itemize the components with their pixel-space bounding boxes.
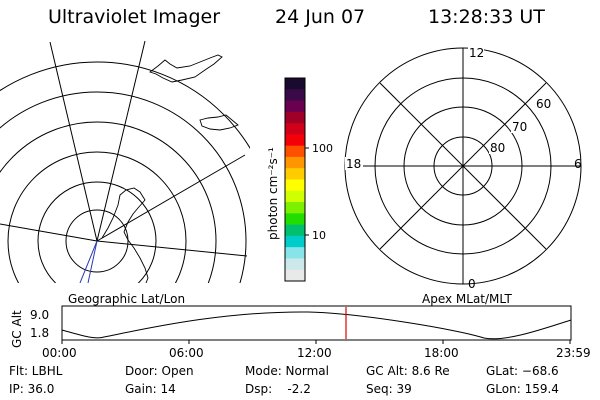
- color-bar-tick-label: 10: [312, 229, 326, 242]
- color-bar-segment: [285, 224, 305, 237]
- color-bar-segment: [285, 89, 305, 102]
- gc-alt-info: GC Alt: 8.6 Re: [366, 364, 450, 378]
- color-bar: [285, 78, 305, 282]
- geographic-map: [0, 40, 250, 283]
- lat-circle: [0, 61, 250, 150]
- lat-circle: [7, 151, 187, 283]
- lat-circle: [37, 181, 157, 283]
- time-label: 13:28:33 UT: [428, 6, 545, 28]
- left-map-label: Geographic Lat/Lon: [68, 292, 185, 306]
- color-bar-segment: [285, 235, 305, 248]
- coastline: [149, 54, 223, 83]
- color-bar-segment: [285, 202, 305, 214]
- date-label: 24 Jun 07: [275, 6, 366, 28]
- color-bar-segment: [285, 190, 305, 203]
- right-map-label: Apex MLat/MLT: [422, 292, 512, 306]
- filter-info: Flt: LBHL: [9, 364, 63, 378]
- lat-circle: [0, 91, 247, 283]
- altitude-xtick: 12:00: [297, 346, 332, 360]
- altitude-xtick: 18:00: [424, 346, 459, 360]
- meridian-line-highlight: [87, 240, 98, 283]
- meridian-line: [96, 40, 146, 242]
- color-bar-segment: [285, 179, 305, 192]
- altitude-plot-frame: [61, 305, 572, 341]
- color-bar-segment: [285, 134, 305, 147]
- color-bar-segment: [285, 100, 305, 113]
- gain-info: Gain: 14: [125, 382, 176, 396]
- mlt-polar-plot: [344, 47, 582, 285]
- lat-circle: [65, 209, 129, 273]
- lat-circle: [0, 121, 217, 283]
- ip-info: IP: 36.0: [9, 382, 55, 396]
- door-info: Door: Open: [125, 364, 194, 378]
- color-bar-tick-label: 100: [312, 142, 333, 155]
- mlat-label: 80: [490, 141, 505, 155]
- altitude-xtick: 00:00: [42, 346, 77, 360]
- color-bar-frame: [284, 77, 306, 282]
- mlat-label: 60: [536, 97, 551, 111]
- mlat-label: 70: [512, 120, 527, 134]
- color-bar-segment: [285, 123, 305, 135]
- mlt-diagonal-line: [379, 82, 547, 250]
- color-bar-segment: [285, 145, 305, 158]
- seq-info: Seq: 39: [366, 382, 412, 396]
- page-title: Ultraviolet Imager: [48, 6, 221, 28]
- meridian-line: [96, 154, 246, 242]
- altitude-ytick: 9.0: [30, 308, 49, 322]
- altitude-ytick: 1.8: [30, 326, 49, 340]
- mlt-label-bottom: 0: [468, 277, 476, 291]
- altitude-xtick: 23:59: [556, 346, 591, 360]
- mlt-label-top: 12: [469, 46, 484, 60]
- coastline: [101, 187, 149, 283]
- meridian-line: [49, 41, 98, 242]
- color-bar-segment: [285, 156, 305, 169]
- mode-info: Mode: Normal: [245, 364, 329, 378]
- meridian-line: [96, 240, 248, 257]
- color-bar-segment: [285, 168, 305, 180]
- mlt-label-right: 6: [574, 157, 582, 171]
- glat-info: GLat: −68.6: [486, 364, 559, 378]
- color-bar-segment: [285, 78, 305, 90]
- color-bar-segment: [285, 111, 305, 124]
- altitude-curve: [61, 311, 572, 340]
- color-bar-segment: [285, 269, 305, 282]
- mlt-label-left: 18: [346, 157, 361, 171]
- altitude-ylabel: GC Alt: [10, 310, 24, 348]
- color-bar-unit-label: photon cm⁻²s⁻¹: [266, 147, 280, 240]
- meridian-line: [0, 223, 98, 242]
- dsp-info: Dsp: -2.2: [245, 382, 311, 396]
- color-bar-segment: [285, 247, 305, 259]
- coastline: [199, 114, 239, 131]
- altitude-xtick: 06:00: [169, 346, 204, 360]
- color-bar-segment: [285, 213, 305, 226]
- meridian-line-highlight: [79, 240, 98, 283]
- glon-info: GLon: 159.4: [486, 382, 559, 396]
- color-bar-segment: [285, 258, 305, 271]
- altitude-plot: GC Alt 9.0 1.8: [10, 305, 572, 348]
